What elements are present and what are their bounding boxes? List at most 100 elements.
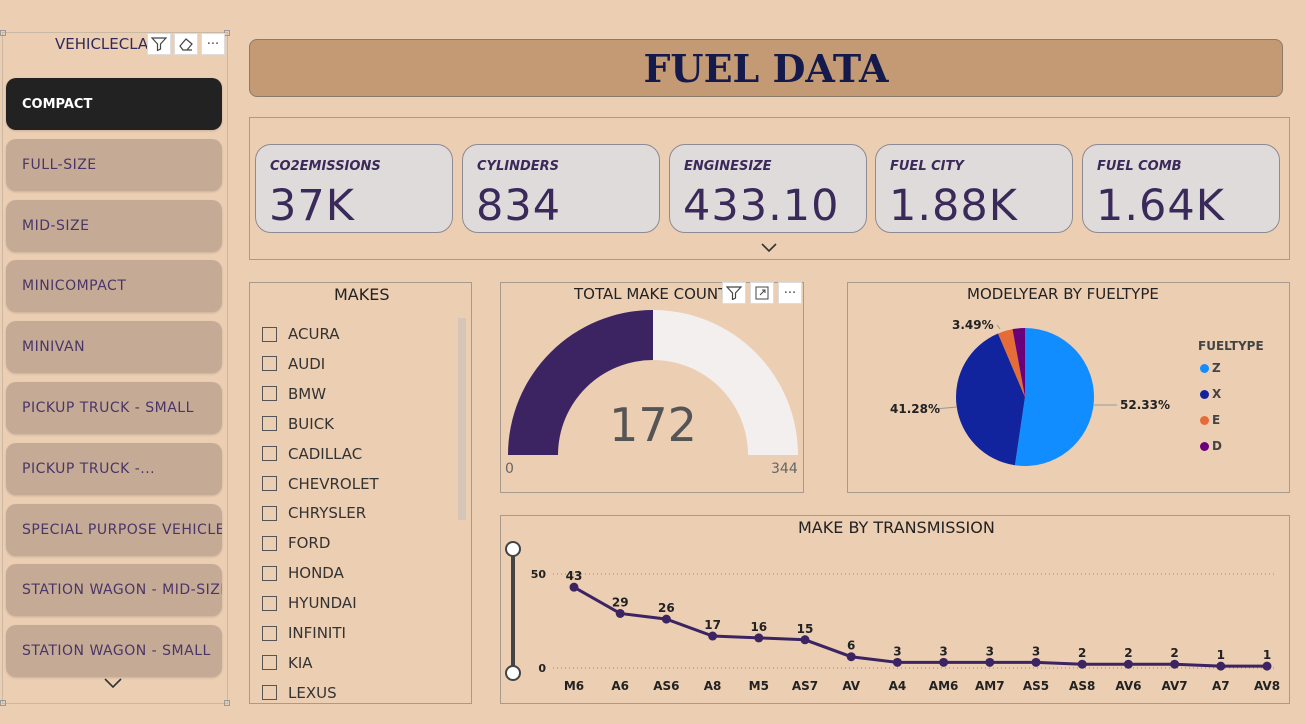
make-label: CHEVROLET xyxy=(288,474,379,493)
eraser-icon[interactable] xyxy=(174,33,198,55)
legend-marker xyxy=(1200,363,1209,373)
makes-title: MAKES xyxy=(334,285,390,304)
checkbox[interactable] xyxy=(262,655,277,671)
checkbox[interactable] xyxy=(262,446,277,462)
data-point[interactable] xyxy=(615,608,625,618)
slicer-item-mid-size[interactable]: MID-SIZE xyxy=(6,199,222,252)
more-options-icon[interactable]: ··· xyxy=(778,282,802,304)
make-option[interactable]: ACURA xyxy=(262,324,340,344)
checkbox[interactable] xyxy=(262,386,277,402)
kpi-card: FUEL COMB 1.64K xyxy=(1082,144,1280,233)
legend-item[interactable]: E xyxy=(1200,413,1220,427)
data-point[interactable] xyxy=(846,652,856,662)
checkbox[interactable] xyxy=(262,356,277,372)
gauge-max: 344 xyxy=(771,461,798,477)
slicer-item-compact[interactable]: COMPACT xyxy=(6,78,222,130)
make-label: LEXUS xyxy=(288,683,337,702)
data-point[interactable] xyxy=(892,657,902,667)
checkbox[interactable] xyxy=(262,505,277,521)
pie-slice-x[interactable] xyxy=(956,333,1025,466)
make-option[interactable]: FORD xyxy=(262,533,330,553)
data-label: 3 xyxy=(893,644,901,658)
checkbox[interactable] xyxy=(262,625,277,641)
pie-slice-e[interactable] xyxy=(998,329,1025,397)
gauge-min: 0 xyxy=(505,461,514,477)
data-point[interactable] xyxy=(708,631,718,641)
checkbox[interactable] xyxy=(262,595,277,611)
checkbox[interactable] xyxy=(262,326,277,342)
zoom-slider-handle[interactable] xyxy=(505,665,521,681)
slicer-item-station-wagon-small[interactable]: STATION WAGON - SMALL xyxy=(6,625,222,678)
slicer-item-minicompact[interactable]: MINICOMPACT xyxy=(6,260,222,313)
scrollbar[interactable] xyxy=(458,318,466,520)
checkbox[interactable] xyxy=(262,416,277,432)
make-label: CHRYSLER xyxy=(288,504,367,523)
checkbox[interactable] xyxy=(262,476,277,491)
data-point[interactable] xyxy=(1262,661,1272,671)
slicer-item-pickup-truck-small[interactable]: PICKUP TRUCK - SMALL xyxy=(6,382,222,434)
make-option[interactable]: BMW xyxy=(262,384,326,404)
slicer-item-minivan[interactable]: MINIVAN xyxy=(6,321,222,374)
kpi-value: 37K xyxy=(269,181,355,231)
x-tick-label: AS6 xyxy=(653,679,679,693)
chevron-down-icon[interactable] xyxy=(760,238,778,257)
focus-mode-icon[interactable] xyxy=(750,282,774,304)
make-option[interactable]: LEXUS xyxy=(262,683,337,703)
legend-item[interactable]: Z xyxy=(1200,361,1221,375)
resize-handle[interactable] xyxy=(224,700,230,706)
gauge-track xyxy=(653,310,798,455)
make-option[interactable]: INFINITI xyxy=(262,623,346,643)
make-option[interactable]: KIA xyxy=(262,653,313,673)
checkbox[interactable] xyxy=(262,535,277,551)
checkbox[interactable] xyxy=(262,565,277,581)
data-label: 2 xyxy=(1170,646,1178,660)
kpi-label: ENGINESIZE xyxy=(684,159,772,174)
make-option[interactable]: HYUNDAI xyxy=(262,593,357,613)
data-point[interactable] xyxy=(1031,657,1041,667)
data-label: 1 xyxy=(1263,648,1271,662)
gauge-chart xyxy=(508,310,798,455)
make-option[interactable]: AUDI xyxy=(262,354,325,374)
chevron-down-icon[interactable] xyxy=(103,677,123,693)
slicer-item-special-purpose-vehicle[interactable]: SPECIAL PURPOSE VEHICLE xyxy=(6,503,222,556)
data-point[interactable] xyxy=(754,633,764,643)
checkbox[interactable] xyxy=(262,685,277,701)
data-point[interactable] xyxy=(800,635,810,645)
make-label: KIA xyxy=(288,653,313,672)
make-option[interactable]: CHRYSLER xyxy=(262,503,366,523)
slicer-item-full-size[interactable]: FULL-SIZE xyxy=(6,138,222,191)
filter-icon[interactable] xyxy=(722,282,746,304)
data-point[interactable] xyxy=(1123,659,1133,669)
data-point[interactable] xyxy=(1216,661,1226,671)
slicer-item-station-wagon-mid-size[interactable]: STATION WAGON - MID-SIZE xyxy=(6,564,222,617)
y-tick-label: 0 xyxy=(538,662,546,675)
zoom-slider-handle[interactable] xyxy=(505,541,521,557)
data-point[interactable] xyxy=(1170,659,1180,669)
resize-handle[interactable] xyxy=(0,700,6,706)
legend-item[interactable]: X xyxy=(1200,387,1221,401)
legend-item[interactable]: D xyxy=(1200,439,1222,453)
filter-icon[interactable] xyxy=(147,33,171,55)
legend-label: Z xyxy=(1212,361,1221,375)
pie-slice-d[interactable] xyxy=(1012,328,1025,397)
data-point[interactable] xyxy=(661,614,671,624)
pie-slice-z[interactable] xyxy=(1014,328,1094,466)
make-option[interactable]: HONDA xyxy=(262,563,344,583)
data-point[interactable] xyxy=(939,657,949,667)
data-point[interactable] xyxy=(985,657,995,667)
data-point[interactable] xyxy=(1077,659,1087,669)
makes-slicer: MAKES xyxy=(249,282,472,704)
slicer-item-pickup-truck[interactable]: PICKUP TRUCK -... xyxy=(6,442,222,495)
data-point[interactable] xyxy=(569,582,579,592)
make-label: HONDA xyxy=(288,564,344,583)
more-options-icon[interactable]: ··· xyxy=(201,33,225,55)
kpi-card: ENGINESIZE 433.10 xyxy=(669,144,867,233)
x-tick-label: AM6 xyxy=(929,679,959,693)
legend-label: D xyxy=(1212,439,1222,453)
make-option[interactable]: CADILLAC xyxy=(262,444,362,464)
pie-data-label: 41.28% xyxy=(890,402,940,416)
make-option[interactable]: CHEVROLET xyxy=(262,474,379,494)
make-option[interactable]: BUICK xyxy=(262,414,334,434)
resize-handle[interactable] xyxy=(0,30,6,36)
y-tick-label: 50 xyxy=(531,568,547,581)
